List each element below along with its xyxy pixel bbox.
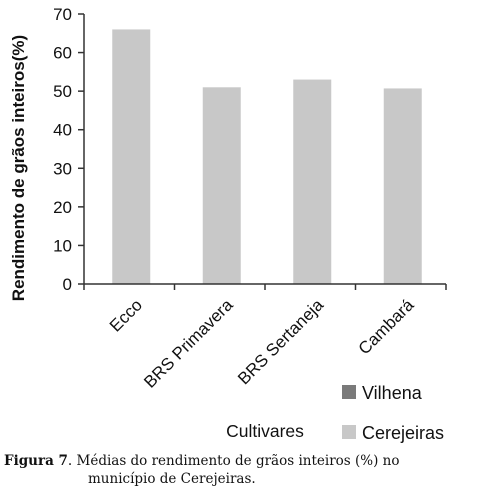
bar-cerejeiras-3 bbox=[293, 79, 332, 284]
caption-text-line2: município de Cerejeiras. bbox=[88, 471, 256, 487]
bars bbox=[112, 29, 422, 285]
caption-label: Figura 7 bbox=[4, 453, 68, 469]
y-tick-label: 40 bbox=[53, 121, 72, 140]
x-tick-label: BRS Primavera bbox=[140, 295, 237, 392]
bar-cerejeiras-1 bbox=[112, 29, 151, 284]
legend-label-vilhena: Vilhena bbox=[362, 383, 423, 403]
legend: Vilhena Cerejeiras bbox=[342, 383, 444, 443]
x-tick-label: Cambará bbox=[355, 295, 418, 358]
y-tick-label: 10 bbox=[53, 236, 72, 255]
y-tick-label: 60 bbox=[53, 44, 72, 63]
y-tick-label: 50 bbox=[53, 82, 72, 101]
caption-text-line1: . Médias do rendimento de grãos inteiros… bbox=[67, 453, 400, 469]
y-tick-label: 0 bbox=[63, 275, 72, 294]
y-tick-label: 70 bbox=[53, 5, 72, 24]
x-tick-label: BRS Sertaneja bbox=[234, 295, 327, 388]
legend-swatch-vilhena bbox=[342, 385, 356, 399]
legend-label-cerejeiras: Cerejeiras bbox=[362, 423, 444, 443]
y-axis-label: Rendimento de grãos inteiros(%) bbox=[9, 35, 28, 301]
bar-cerejeiras-2 bbox=[202, 87, 241, 285]
y-axis-ticks: 0 10 20 30 40 50 60 70 bbox=[53, 5, 84, 294]
figure-caption: Figura 7. Médias do rendimento de grãos … bbox=[4, 452, 474, 488]
y-tick-label: 20 bbox=[53, 198, 72, 217]
bar-cerejeiras-4 bbox=[383, 88, 422, 284]
legend-swatch-cerejeiras bbox=[342, 425, 356, 439]
x-tick-label: Ecco bbox=[106, 295, 146, 335]
x-axis-label: Cultivares bbox=[226, 421, 304, 441]
y-tick-label: 30 bbox=[53, 159, 72, 178]
